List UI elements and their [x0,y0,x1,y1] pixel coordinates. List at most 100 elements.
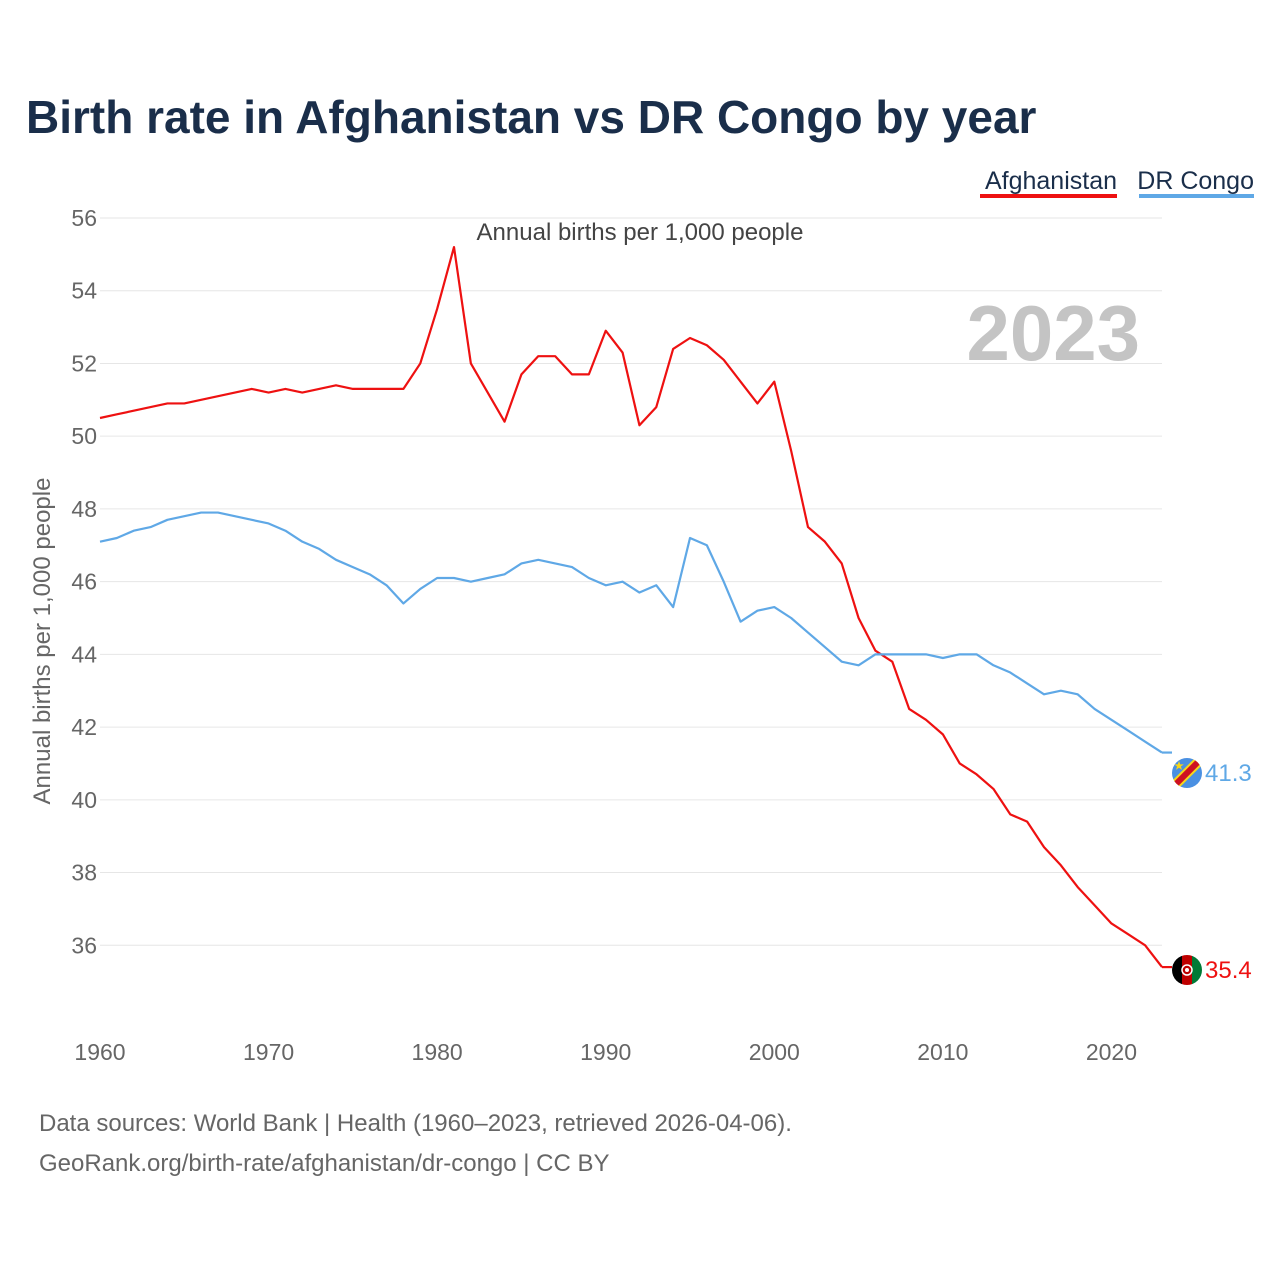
data-point-afghanistan-1986[interactable] [535,353,541,359]
data-point-afghanistan-2017[interactable] [1058,862,1064,868]
legend-dr-congo[interactable]: DR Congo [1137,167,1254,195]
data-point-dr-congo-1991[interactable] [620,579,626,585]
data-point-dr-congo-2019[interactable] [1092,706,1098,712]
data-point-dr-congo-1967[interactable] [215,510,221,516]
data-point-afghanistan-1983[interactable] [485,390,491,396]
data-point-dr-congo-1975[interactable] [350,564,356,570]
data-point-afghanistan-2004[interactable] [839,560,845,566]
data-point-afghanistan-1993[interactable] [653,404,659,410]
data-point-afghanistan-1964[interactable] [164,400,170,406]
data-point-dr-congo-2009[interactable] [923,651,929,657]
data-point-dr-congo-2007[interactable] [889,651,895,657]
data-point-dr-congo-1972[interactable] [299,539,305,545]
data-point-afghanistan-2001[interactable] [788,448,794,454]
data-point-afghanistan-1960[interactable] [97,415,103,421]
data-point-afghanistan-1968[interactable] [232,390,238,396]
data-point-dr-congo-2020[interactable] [1108,717,1114,723]
data-point-dr-congo-1998[interactable] [738,619,744,625]
data-point-dr-congo-2011[interactable] [957,651,963,657]
data-point-afghanistan-1999[interactable] [754,400,760,406]
data-point-dr-congo-2017[interactable] [1058,688,1064,694]
data-point-dr-congo-2012[interactable] [974,651,980,657]
data-point-afghanistan-1975[interactable] [350,386,356,392]
data-point-afghanistan-1962[interactable] [131,408,137,414]
data-point-afghanistan-1965[interactable] [181,400,187,406]
data-point-afghanistan-2019[interactable] [1092,902,1098,908]
data-point-dr-congo-1978[interactable] [400,600,406,606]
data-point-afghanistan-1990[interactable] [603,328,609,334]
data-point-afghanistan-2003[interactable] [822,539,828,545]
data-point-afghanistan-2010[interactable] [940,731,946,737]
data-point-dr-congo-1989[interactable] [586,575,592,581]
data-point-dr-congo-1990[interactable] [603,582,609,588]
data-point-afghanistan-2008[interactable] [906,706,912,712]
data-point-afghanistan-1967[interactable] [215,393,221,399]
data-point-dr-congo-1973[interactable] [316,546,322,552]
data-point-afghanistan-2018[interactable] [1075,884,1081,890]
data-point-dr-congo-1980[interactable] [434,575,440,581]
data-point-dr-congo-1992[interactable] [636,590,642,596]
data-point-afghanistan-1995[interactable] [687,335,693,341]
data-point-dr-congo-2016[interactable] [1041,691,1047,697]
data-point-afghanistan-2015[interactable] [1024,819,1030,825]
data-point-dr-congo-1960[interactable] [97,539,103,545]
data-point-afghanistan-2005[interactable] [856,615,862,621]
data-point-dr-congo-1971[interactable] [282,528,288,534]
data-point-afghanistan-1981[interactable] [451,244,457,250]
data-point-dr-congo-1983[interactable] [485,575,491,581]
data-point-afghanistan-1989[interactable] [586,371,592,377]
series-line-afghanistan[interactable] [99,245,1163,968]
data-point-afghanistan-2012[interactable] [974,771,980,777]
data-point-afghanistan-1971[interactable] [282,386,288,392]
data-point-afghanistan-2000[interactable] [771,379,777,385]
data-point-dr-congo-2013[interactable] [990,662,996,668]
data-point-afghanistan-1969[interactable] [249,386,255,392]
data-point-afghanistan-1998[interactable] [738,379,744,385]
data-point-afghanistan-1963[interactable] [148,404,154,410]
data-point-dr-congo-2004[interactable] [839,659,845,665]
data-point-dr-congo-2010[interactable] [940,655,946,661]
data-point-dr-congo-1988[interactable] [569,564,575,570]
data-point-afghanistan-1996[interactable] [704,342,710,348]
data-point-afghanistan-2009[interactable] [923,717,929,723]
data-point-dr-congo-1999[interactable] [754,608,760,614]
data-point-afghanistan-1973[interactable] [316,386,322,392]
data-point-dr-congo-1965[interactable] [181,513,187,519]
data-point-dr-congo-1996[interactable] [704,542,710,548]
data-point-dr-congo-1963[interactable] [148,524,154,530]
data-point-afghanistan-1992[interactable] [636,422,642,428]
data-point-dr-congo-1961[interactable] [114,535,120,541]
data-point-afghanistan-1997[interactable] [721,357,727,363]
data-point-afghanistan-1961[interactable] [114,411,120,417]
data-point-afghanistan-1991[interactable] [620,350,626,356]
data-point-dr-congo-1977[interactable] [384,582,390,588]
data-point-dr-congo-1984[interactable] [502,571,508,577]
data-point-dr-congo-1987[interactable] [552,560,558,566]
data-point-dr-congo-1997[interactable] [721,579,727,585]
data-point-dr-congo-1986[interactable] [535,557,541,563]
data-point-dr-congo-1964[interactable] [164,517,170,523]
data-point-afghanistan-2016[interactable] [1041,844,1047,850]
data-point-dr-congo-2006[interactable] [872,651,878,657]
data-point-afghanistan-2021[interactable] [1125,931,1131,937]
data-point-dr-congo-1968[interactable] [232,513,238,519]
data-point-afghanistan-2020[interactable] [1108,920,1114,926]
data-point-afghanistan-1966[interactable] [198,397,204,403]
data-point-dr-congo-2022[interactable] [1142,739,1148,745]
data-point-dr-congo-2014[interactable] [1007,670,1013,676]
data-point-dr-congo-2015[interactable] [1024,680,1030,686]
data-point-afghanistan-2014[interactable] [1007,811,1013,817]
data-point-afghanistan-1970[interactable] [266,390,272,396]
data-point-afghanistan-1994[interactable] [670,346,676,352]
data-point-dr-congo-1976[interactable] [367,571,373,577]
data-point-afghanistan-1982[interactable] [468,360,474,366]
data-point-dr-congo-1970[interactable] [266,520,272,526]
data-point-dr-congo-2000[interactable] [771,604,777,610]
data-point-afghanistan-1984[interactable] [502,419,508,425]
data-point-dr-congo-1981[interactable] [451,575,457,581]
data-point-dr-congo-2002[interactable] [805,630,811,636]
data-point-afghanistan-1974[interactable] [333,382,339,388]
data-point-dr-congo-1985[interactable] [518,560,524,566]
data-point-afghanistan-2022[interactable] [1142,942,1148,948]
data-point-dr-congo-1995[interactable] [687,535,693,541]
